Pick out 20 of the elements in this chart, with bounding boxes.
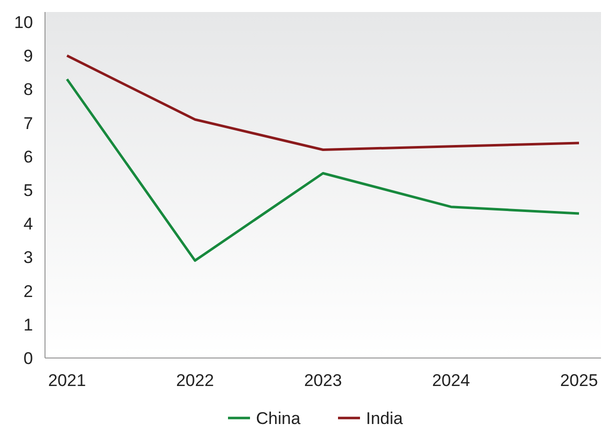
y-tick-label: 2 [24,282,33,301]
y-tick-label: 4 [24,214,33,234]
y-tick-label: 5 [24,180,33,200]
y-tick-label: 3 [24,248,33,268]
y-tick-label: 10 [14,13,33,32]
legend-label: China [256,409,301,428]
y-tick-label: 7 [24,114,33,133]
x-tick-label: 2021 [48,371,86,390]
x-tick-label: 2022 [176,371,214,390]
x-tick-label: 2023 [304,371,342,390]
x-tick-label: 2024 [432,371,470,390]
legend-label: India [366,409,404,428]
line-series [66,54,580,151]
y-tick-label: 8 [24,80,33,100]
y-tick-label: 1 [24,315,33,334]
y-tick-label: 6 [24,147,33,166]
y-tick-label: 9 [24,46,33,66]
y-tick-label: 0 [24,348,33,368]
x-tick-label: 2025 [560,371,598,390]
line-series [66,78,580,262]
